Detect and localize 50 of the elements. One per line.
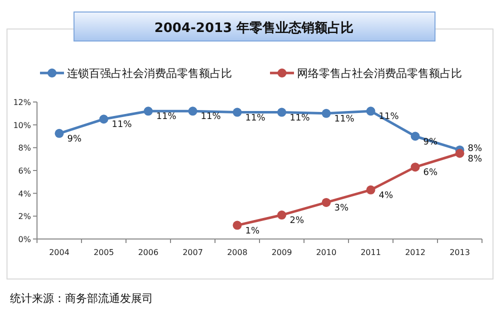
x-tick-label: 2004 [49,248,70,257]
x-tick-label: 2008 [227,248,248,257]
data-label: 8% [468,144,482,154]
data-label: 11% [334,114,355,124]
x-tick-label: 2006 [138,248,158,257]
point [232,108,242,117]
legend-label: 连锁百强占社会消费品零售额占比 [67,67,232,80]
y-tick-label: 4% [18,189,32,198]
data-label: 11% [156,112,177,122]
point [410,132,420,141]
x-tick-label: 2005 [94,248,114,257]
text: 统计来源：商务部流通发展司 [10,292,153,305]
data-label: 2% [290,216,304,226]
point [99,114,108,124]
y-tick-label: 2% [18,212,32,222]
data-label: 11% [200,112,222,122]
x-tick-label: 2007 [182,248,203,257]
x-tick-label: 2009 [272,248,292,257]
point [232,220,242,230]
x-tick-label: 2013 [450,248,470,257]
y-tick-label: 6% [18,166,32,176]
data-label: 4% [378,190,394,201]
data-label: 6% [423,168,438,178]
y-tick-label: 12% [13,98,32,107]
data-label: 11% [290,113,310,124]
x-tick-label: 2012 [405,248,426,257]
point [455,148,464,158]
x-tick-label: 2010 [316,248,336,257]
point [144,106,153,116]
point [188,106,198,116]
chart-title: 2004-2013 年零售业态销额占比 [154,20,354,36]
data-label: 11% [245,113,266,124]
data-label: 8% [468,154,482,164]
data-label: 11% [112,120,132,130]
point [366,106,376,116]
point [322,198,331,207]
data-label: 3% [334,203,349,214]
data-label: 9% [67,134,82,144]
point [322,108,331,118]
point [366,185,376,194]
x-tick-label: 2011 [360,248,381,257]
data-label: 1% [245,226,260,236]
point [54,128,64,138]
y-tick-label: 10% [13,120,32,130]
point [410,162,420,172]
legend-label: 网络零售占社会消费品零售额占比 [297,67,462,80]
point [277,108,286,117]
y-tick-label: 0% [18,235,32,244]
y-tick-label: 8% [18,144,32,153]
point [277,210,286,220]
